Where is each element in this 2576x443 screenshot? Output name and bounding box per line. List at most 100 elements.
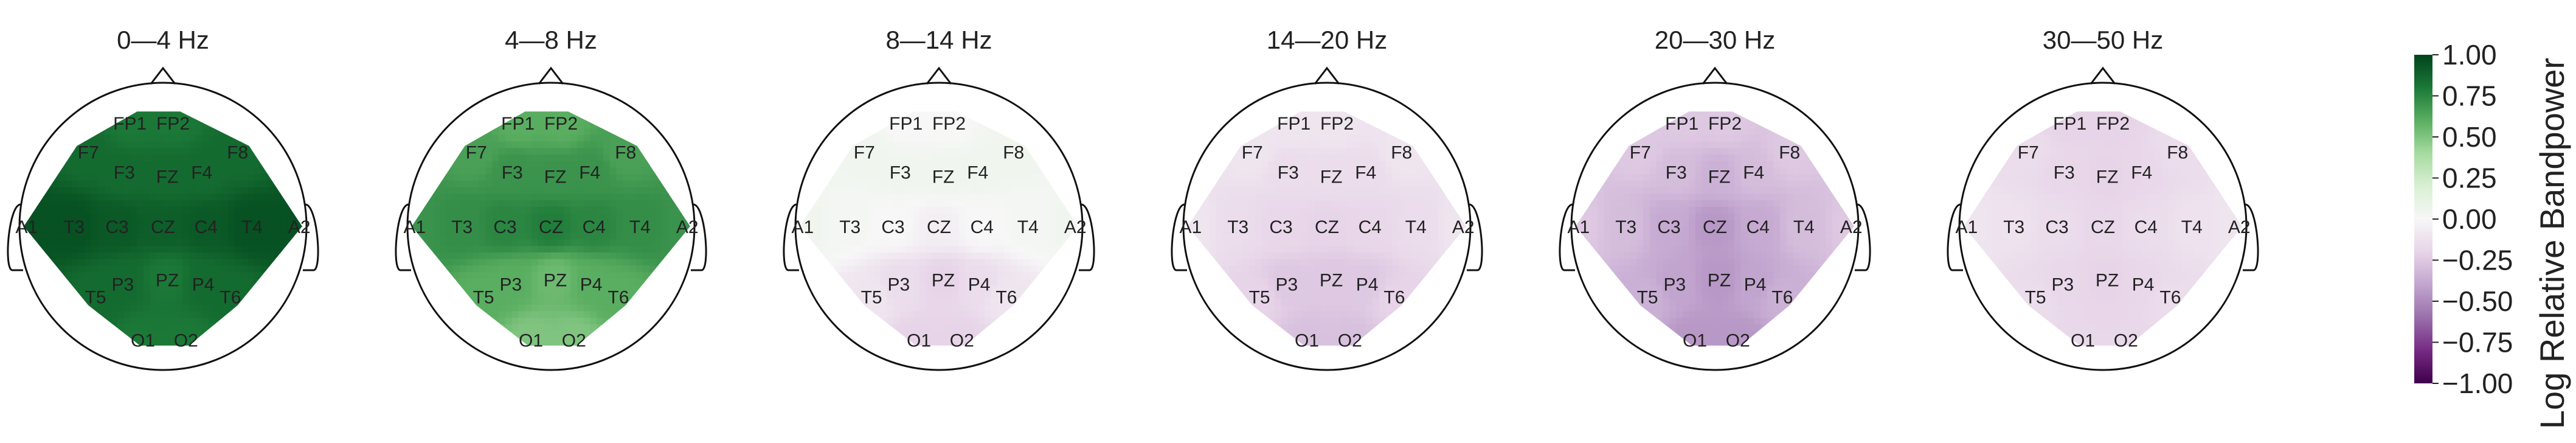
electrode-label-o1: O1 [1295,330,1319,351]
electrode-label-fp2: FP2 [932,114,966,134]
electrode-label-f4: F4 [1743,162,1764,183]
topomap-panels: 0—4 Hz FP1 FP2 F7 F3 FZ F4 F8 A1 T3 C3 CZ C4 T4 A2 T5 P3… [7,26,2259,371]
colorbar-tick-label: 1.00 [2442,39,2497,71]
nose [538,66,564,85]
electrode-label-a1: A1 [403,217,426,237]
electrode-label-fz: FZ [544,167,567,187]
head-outline [18,82,308,371]
left-ear [395,203,411,271]
electrode-label-p3: P3 [112,274,134,295]
electrode-label-p4: P4 [1744,274,1767,295]
electrode-label-t4: T4 [1405,217,1427,237]
electrode-label-o2: O2 [2114,330,2138,351]
electrode-label-c3: C3 [2045,217,2068,237]
topomap-panel: 0—4 Hz FP1 FP2 F7 F3 FZ F4 F8 A1 T3 C3 CZ C4 T4 A2 T5 P3… [7,26,319,371]
topomap-panel: 14—20 Hz FP1 FP2 F7 F3 FZ F4 F8 A1 T3 C3 CZ C4 T4 A2 T5… [1171,26,1483,371]
electrode-label-a1: A1 [1179,217,1202,237]
electrode-label-t6: T6 [1383,288,1405,308]
electrode-label-c4: C4 [2135,217,2158,237]
panel-title: 0—4 Hz [117,26,209,54]
electrode-label-fp2: FP2 [2096,114,2130,134]
electrode-label-t3: T3 [2003,217,2024,237]
electrode-label-p4: P4 [968,274,991,295]
electrode-label-c4: C4 [1747,217,1770,237]
electrode-label-a1: A1 [1955,217,1978,237]
colorbar-gradient [2414,55,2432,383]
electrode-label-t6: T6 [220,288,241,308]
right-ear [303,203,319,271]
topomap-panel: 4—8 Hz FP1 FP2 F7 F3 FZ F4 F8 A1 T3 C3 CZ C4 T4 A2 T5 P3… [395,26,707,371]
electrode-label-o1: O1 [2071,330,2095,351]
right-ear [1079,203,1095,271]
electrode-label-f4: F4 [191,162,212,183]
electrode-label-f7: F7 [78,142,99,162]
head-outline [406,82,696,371]
colorbar-tick-label: −0.75 [2442,327,2513,358]
electrode-label-t5: T5 [85,288,106,308]
topomap-panel: 8—14 Hz FP1 FP2 F7 F3 FZ F4 F8 A1 T3 C3 CZ C4 T4 A2 T5 P… [783,26,1095,371]
electrode-label-f7: F7 [1242,142,1263,162]
nose [926,66,952,85]
electrode-label-fp2: FP2 [1708,114,1742,134]
electrode-label-fp1: FP1 [1277,114,1311,134]
head-outline [794,82,1084,371]
electrode-label-f4: F4 [579,162,600,183]
electrode-label-f8: F8 [1003,142,1024,162]
electrode-label-f8: F8 [1779,142,1800,162]
electrode-label-f3: F3 [114,162,135,183]
electrode-label-p4: P4 [1356,274,1379,295]
electrode-label-o2: O2 [562,330,586,351]
electrode-label-f7: F7 [854,142,875,162]
nose [1314,66,1340,85]
electrode-label-cz: CZ [539,217,563,237]
electrode-label-a2: A2 [1452,217,1475,237]
electrode-label-a2: A2 [1840,217,1863,237]
electrode-label-t4: T4 [2181,217,2203,237]
panel-title: 8—14 Hz [885,26,992,54]
electrode-label-f3: F3 [1278,162,1299,183]
panel-title: 20—30 Hz [1655,26,1775,54]
colorbar-tick-label: −1.00 [2442,368,2513,399]
left-ear [1171,203,1187,271]
electrode-label-pz: PZ [932,270,955,290]
electrode-label-o2: O2 [174,330,198,351]
electrode-label-cz: CZ [927,217,951,237]
right-ear [2243,203,2259,271]
electrode-label-cz: CZ [1315,217,1339,237]
electrode-label-c3: C3 [881,217,904,237]
electrode-label-a2: A2 [288,217,311,237]
electrode-label-c4: C4 [971,217,994,237]
electrode-label-a2: A2 [676,217,699,237]
electrode-label-c3: C3 [1269,217,1292,237]
electrode-label-o2: O2 [1726,330,1750,351]
nose [150,66,176,85]
electrode-label-fp1: FP1 [2053,114,2086,134]
electrode-label-pz: PZ [1320,270,1343,290]
electrode-label-fp2: FP2 [544,114,578,134]
electrode-label-a2: A2 [1064,217,1087,237]
electrode-label-f4: F4 [2131,162,2152,183]
electrode-label-a1: A1 [15,217,38,237]
panel-title: 14—20 Hz [1267,26,1387,54]
electrode-label-pz: PZ [544,270,567,290]
electrode-label-pz: PZ [156,270,179,290]
electrode-label-t5: T5 [861,288,882,308]
electrode-label-fp2: FP2 [156,114,190,134]
electrode-label-o1: O1 [131,330,155,351]
electrode-label-t3: T3 [839,217,860,237]
electrode-label-t5: T5 [1637,288,1658,308]
electrode-label-c4: C4 [195,217,218,237]
head-outline [1570,82,1860,371]
electrode-label-f8: F8 [227,142,248,162]
left-ear [1559,203,1575,271]
electrode-label-c3: C3 [1657,217,1680,237]
electrode-label-f7: F7 [1630,142,1651,162]
electrode-label-cz: CZ [151,217,175,237]
electrode-label-f7: F7 [2018,142,2039,162]
left-ear [1947,203,1963,271]
electrode-label-pz: PZ [1708,270,1731,290]
colorbar-tick-label: 0.50 [2442,121,2497,153]
electrode-label-o1: O1 [907,330,931,351]
electrode-label-f7: F7 [466,142,487,162]
